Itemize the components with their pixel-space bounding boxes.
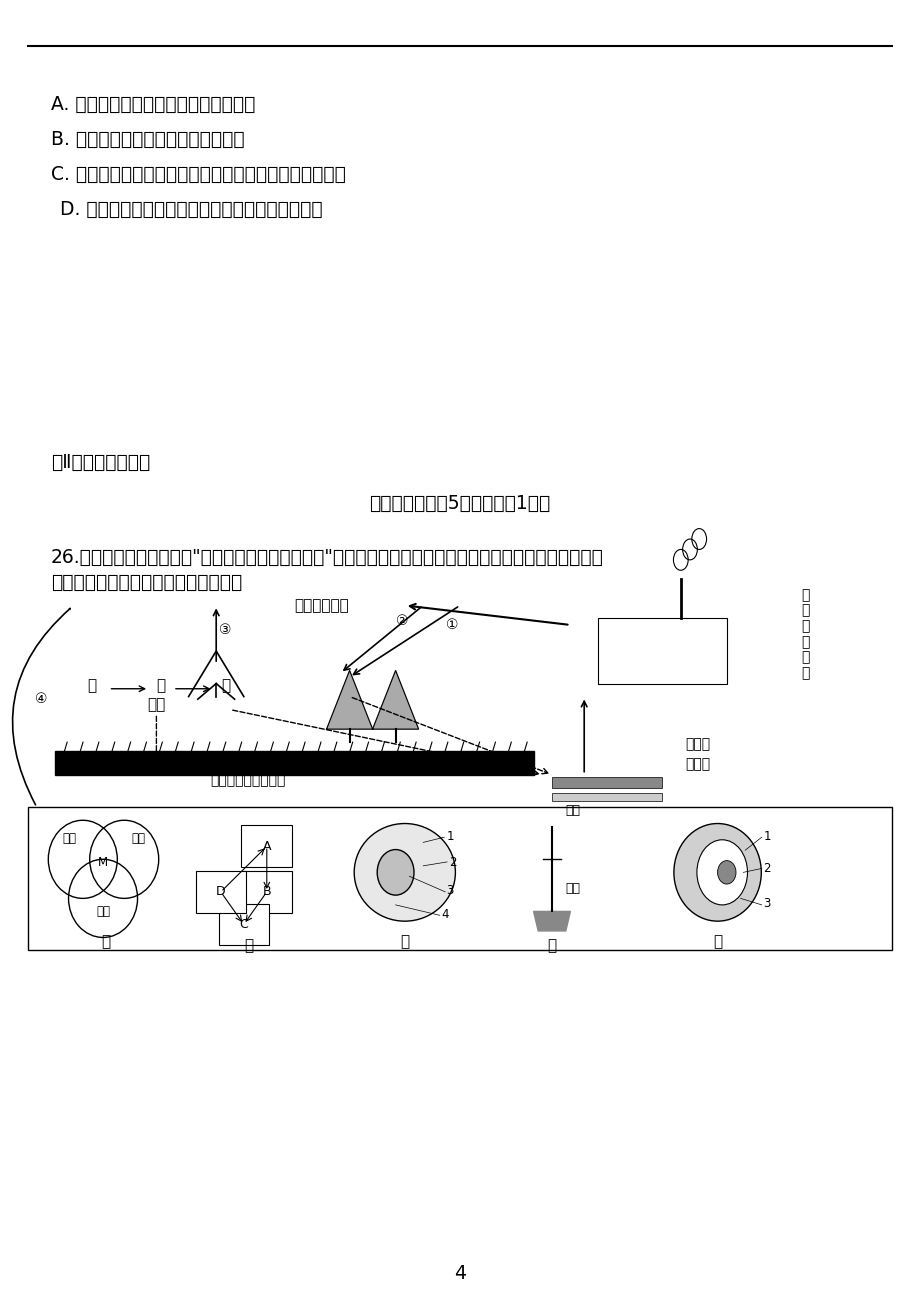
Text: 第Ⅱ卷（非选择题）: 第Ⅱ卷（非选择题） (51, 453, 150, 471)
Bar (597, 618, 726, 684)
Text: 排: 排 (800, 651, 809, 664)
Text: D. 建立濒危物种的种质库，以保护珍贵的遗传资源: D. 建立濒危物种的种质库，以保护珍贵的遗传资源 (60, 201, 322, 219)
Ellipse shape (377, 849, 414, 896)
Text: ①: ① (446, 618, 459, 631)
Text: 3: 3 (446, 884, 453, 897)
Text: 乙: 乙 (244, 939, 253, 953)
Text: 房: 房 (800, 604, 809, 617)
Text: ④: ④ (35, 693, 48, 706)
Text: 大气中的碳库: 大气中的碳库 (294, 598, 349, 613)
Text: 二、综合题（共5大题，每空1分）: 二、综合题（共5大题，每空1分） (369, 495, 550, 513)
Ellipse shape (673, 824, 761, 922)
Text: 26.近年来，我国大力倡导"低能耗．低污染．低排放"等低碳行为，低碳理念正逐渐深入人心。下图表示目前: 26.近年来，我国大力倡导"低能耗．低污染．低排放"等低碳行为，低碳理念正逐渐深… (51, 548, 603, 566)
Text: 动植物遗体和排出物: 动植物遗体和排出物 (210, 773, 286, 786)
FancyBboxPatch shape (55, 751, 533, 775)
Text: A. 生物多样性就是指生物种类的多样性: A. 生物多样性就是指生物种类的多样性 (51, 95, 255, 113)
Text: 煤石油: 煤石油 (685, 758, 709, 771)
Text: M: M (97, 855, 108, 868)
Text: 丙: 丙 (221, 678, 230, 693)
Text: ②: ② (395, 615, 408, 628)
Text: A: A (262, 840, 271, 853)
Text: 2: 2 (448, 855, 456, 868)
Text: C: C (239, 918, 248, 931)
Text: D: D (216, 885, 225, 898)
Text: 戊: 戊 (712, 935, 721, 949)
Text: 地下的: 地下的 (685, 738, 709, 751)
Text: 1: 1 (763, 829, 770, 842)
FancyBboxPatch shape (241, 825, 292, 867)
FancyBboxPatch shape (196, 871, 246, 913)
Text: 汽: 汽 (800, 620, 809, 633)
Ellipse shape (697, 840, 746, 905)
Text: 厂: 厂 (800, 589, 809, 602)
Polygon shape (533, 911, 570, 931)
Text: 3: 3 (763, 897, 770, 910)
Text: 蜘虫: 蜘虫 (62, 832, 76, 845)
FancyBboxPatch shape (551, 777, 662, 788)
FancyBboxPatch shape (241, 871, 292, 913)
Text: 1: 1 (446, 829, 453, 842)
Polygon shape (372, 671, 418, 729)
Text: 甲: 甲 (87, 678, 96, 693)
Text: 动物: 动物 (147, 698, 165, 712)
FancyArrowPatch shape (13, 608, 70, 805)
Polygon shape (326, 671, 372, 729)
FancyBboxPatch shape (551, 793, 662, 801)
Text: ③: ③ (219, 624, 232, 637)
FancyBboxPatch shape (28, 807, 891, 950)
Text: C. 生物自然衰老和死亡是生物多样性面临威胁的主要原因: C. 生物自然衰老和死亡是生物多样性面临威胁的主要原因 (51, 165, 346, 184)
Text: 丁: 丁 (547, 939, 556, 953)
Ellipse shape (717, 861, 735, 884)
Ellipse shape (354, 824, 455, 922)
Text: 4: 4 (441, 907, 448, 921)
Text: 放: 放 (800, 667, 809, 680)
Text: B. 动物园中培育大熊猫属于就地保护: B. 动物园中培育大熊猫属于就地保护 (51, 130, 244, 148)
Text: 砧木: 砧木 (565, 881, 580, 894)
Text: 甲: 甲 (101, 935, 110, 949)
Text: 接穗: 接穗 (565, 803, 580, 816)
Text: 丙: 丙 (400, 935, 409, 949)
Text: 青蛙: 青蛙 (96, 905, 110, 918)
Text: 乙: 乙 (156, 678, 165, 693)
Text: 某市碳循环的实际情况，请分析回答：: 某市碳循环的实际情况，请分析回答： (51, 573, 242, 591)
Text: B: B (262, 885, 271, 898)
FancyBboxPatch shape (219, 904, 269, 945)
Text: 车: 车 (800, 635, 809, 648)
Text: 2: 2 (763, 862, 770, 875)
Text: 家蚕: 家蚕 (130, 832, 145, 845)
Text: 4: 4 (453, 1264, 466, 1282)
